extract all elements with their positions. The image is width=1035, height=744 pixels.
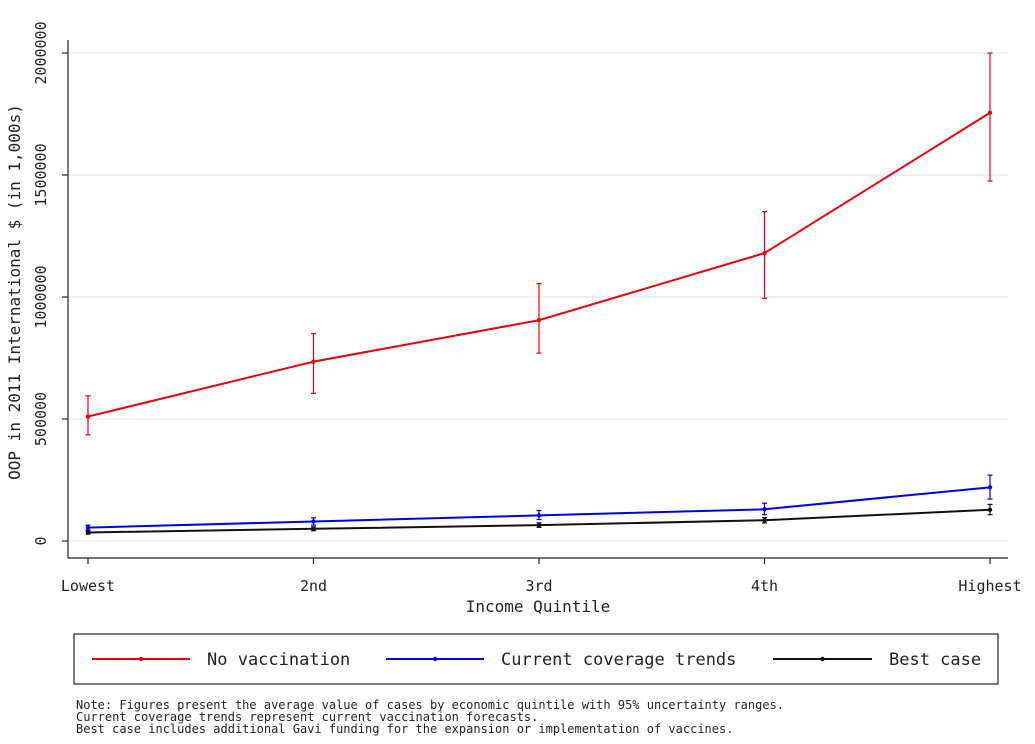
note-line-1: Note: Figures present the average value …	[76, 698, 784, 712]
series-line-segment	[87, 527, 315, 534]
y-tick-label: 500000	[32, 392, 50, 446]
y-tick-label: 1500000	[32, 143, 50, 206]
legend-label: Best case	[889, 650, 981, 670]
y-ticks: 0 500000 1000000 1500000 2000000	[32, 21, 68, 546]
data-point	[762, 518, 767, 523]
legend-label: No vaccination	[207, 650, 350, 670]
y-tick-label: 1000000	[32, 265, 50, 328]
data-point	[85, 530, 91, 535]
x-ticks: Lowest 2nd 3rd 4th Highest	[61, 558, 1022, 595]
series-line-segment	[312, 524, 540, 530]
series	[85, 52, 993, 535]
series-line-segment	[312, 514, 540, 523]
series-line-segment	[538, 252, 766, 322]
series-line-segment	[87, 360, 315, 418]
legend-item: Current coverage trends	[386, 650, 736, 670]
data-point	[85, 414, 91, 419]
data-point	[987, 507, 993, 512]
series-line-segment	[763, 508, 991, 522]
note-block: Note: Figures present the average value …	[76, 698, 784, 736]
series-0	[85, 52, 993, 436]
legend-swatch-marker	[820, 656, 825, 662]
legend-item: No vaccination	[92, 650, 350, 670]
y-tick-label: 0	[32, 536, 50, 545]
data-point	[762, 250, 767, 256]
data-point	[987, 485, 993, 490]
x-tick-label: 3rd	[525, 577, 552, 595]
data-point	[536, 522, 542, 528]
legend-swatch-marker	[432, 656, 438, 662]
x-tick-label: Lowest	[61, 577, 115, 595]
series-line-segment	[312, 319, 540, 363]
data-point	[762, 507, 767, 512]
series-line-segment	[763, 486, 991, 511]
series-line-segment	[763, 111, 991, 255]
legend-item: Best case	[773, 650, 981, 670]
note-line-2: Current coverage trends represent curren…	[76, 710, 538, 724]
x-tick-label: Highest	[958, 577, 1021, 595]
series-line-segment	[538, 508, 766, 517]
axes	[67, 40, 1008, 559]
data-point	[311, 519, 316, 524]
series-1	[85, 474, 993, 531]
data-point	[311, 359, 316, 364]
y-axis-title: OOP in 2011 International $ (in 1,000s)	[5, 104, 24, 480]
series-line-segment	[538, 519, 766, 527]
data-point	[536, 317, 542, 323]
y-tick-label: 2000000	[32, 21, 50, 84]
legend-swatch-marker	[138, 656, 144, 662]
x-tick-label: 4th	[751, 577, 778, 595]
series-2	[85, 503, 993, 535]
legend-label: Current coverage trends	[501, 650, 736, 670]
legend: No vaccination Current coverage trends Bes…	[73, 633, 999, 685]
data-point	[987, 110, 993, 115]
grid-lines	[68, 52, 1008, 542]
x-axis-title: Income Quintile	[466, 597, 611, 616]
data-point	[85, 525, 91, 530]
data-point	[536, 513, 542, 518]
data-point	[311, 526, 316, 531]
note-line-3: Best case includes additional Gavi fundi…	[76, 722, 733, 736]
x-tick-label: 2nd	[300, 577, 327, 595]
series-line-segment	[87, 520, 315, 529]
